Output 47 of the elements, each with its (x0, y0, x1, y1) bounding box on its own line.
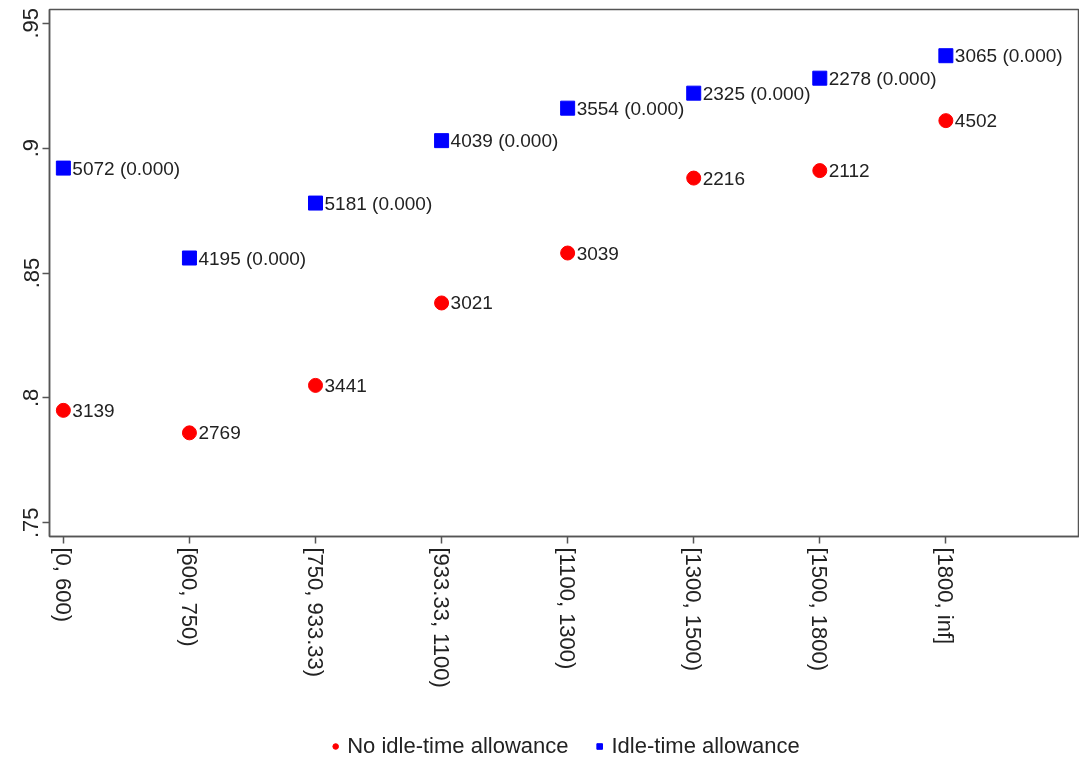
point (938, 48, 954, 64)
annotation: 2112 (828, 160, 870, 182)
annotation: 3065 (0.000) (954, 45, 1063, 67)
point (812, 163, 828, 179)
y-tick-label: .75 (18, 507, 44, 539)
point (55, 160, 71, 176)
annotation: 3021 (450, 292, 493, 314)
point (181, 250, 197, 266)
x-tick-label: [933.33, 1100) (429, 547, 455, 688)
point (434, 133, 450, 149)
point (181, 425, 197, 441)
x-tick-label: [1100, 1300) (555, 547, 581, 670)
annotation: 5072 (0.000) (72, 157, 181, 179)
point (560, 100, 576, 116)
point (434, 295, 450, 311)
legend-label: Idle-time allowance (611, 733, 800, 759)
annotation: 3039 (576, 242, 619, 264)
annotation: 5181 (0.000) (324, 192, 433, 214)
annotation: 4502 (954, 110, 998, 132)
annotation: 2278 (0.000) (828, 67, 937, 89)
x-tick-label: [0, 600) (50, 547, 76, 623)
annotation: 2769 (198, 422, 241, 444)
point (55, 402, 71, 418)
annotation: 2216 (702, 167, 745, 189)
annotation: 3139 (72, 399, 115, 421)
annotation: 3554 (0.000) (576, 97, 685, 119)
point (686, 170, 702, 186)
point (560, 245, 576, 261)
annotation: 4039 (0.000) (450, 130, 559, 152)
y-tick-label: .8 (18, 388, 44, 408)
y-tick-label: .9 (18, 138, 44, 158)
point (938, 113, 954, 129)
x-tick-label: [1500, 1800) (807, 547, 833, 672)
point (308, 377, 324, 393)
annotation: 4195 (0.000) (198, 247, 307, 269)
annotation: 2325 (0.000) (702, 82, 811, 104)
x-tick-label: [750, 933.33) (303, 547, 329, 678)
point (686, 85, 702, 101)
annotation: 3441 (324, 374, 367, 396)
y-tick-label: .85 (18, 257, 44, 289)
x-tick-label: [1300, 1500) (681, 547, 707, 672)
x-tick-label: [1800, inf] (933, 547, 959, 645)
x-tick-label: [600, 750) (176, 547, 202, 647)
point (308, 195, 324, 211)
y-tick-label: .95 (18, 7, 44, 39)
legend-label: No idle-time allowance (347, 733, 569, 759)
point (812, 70, 828, 86)
